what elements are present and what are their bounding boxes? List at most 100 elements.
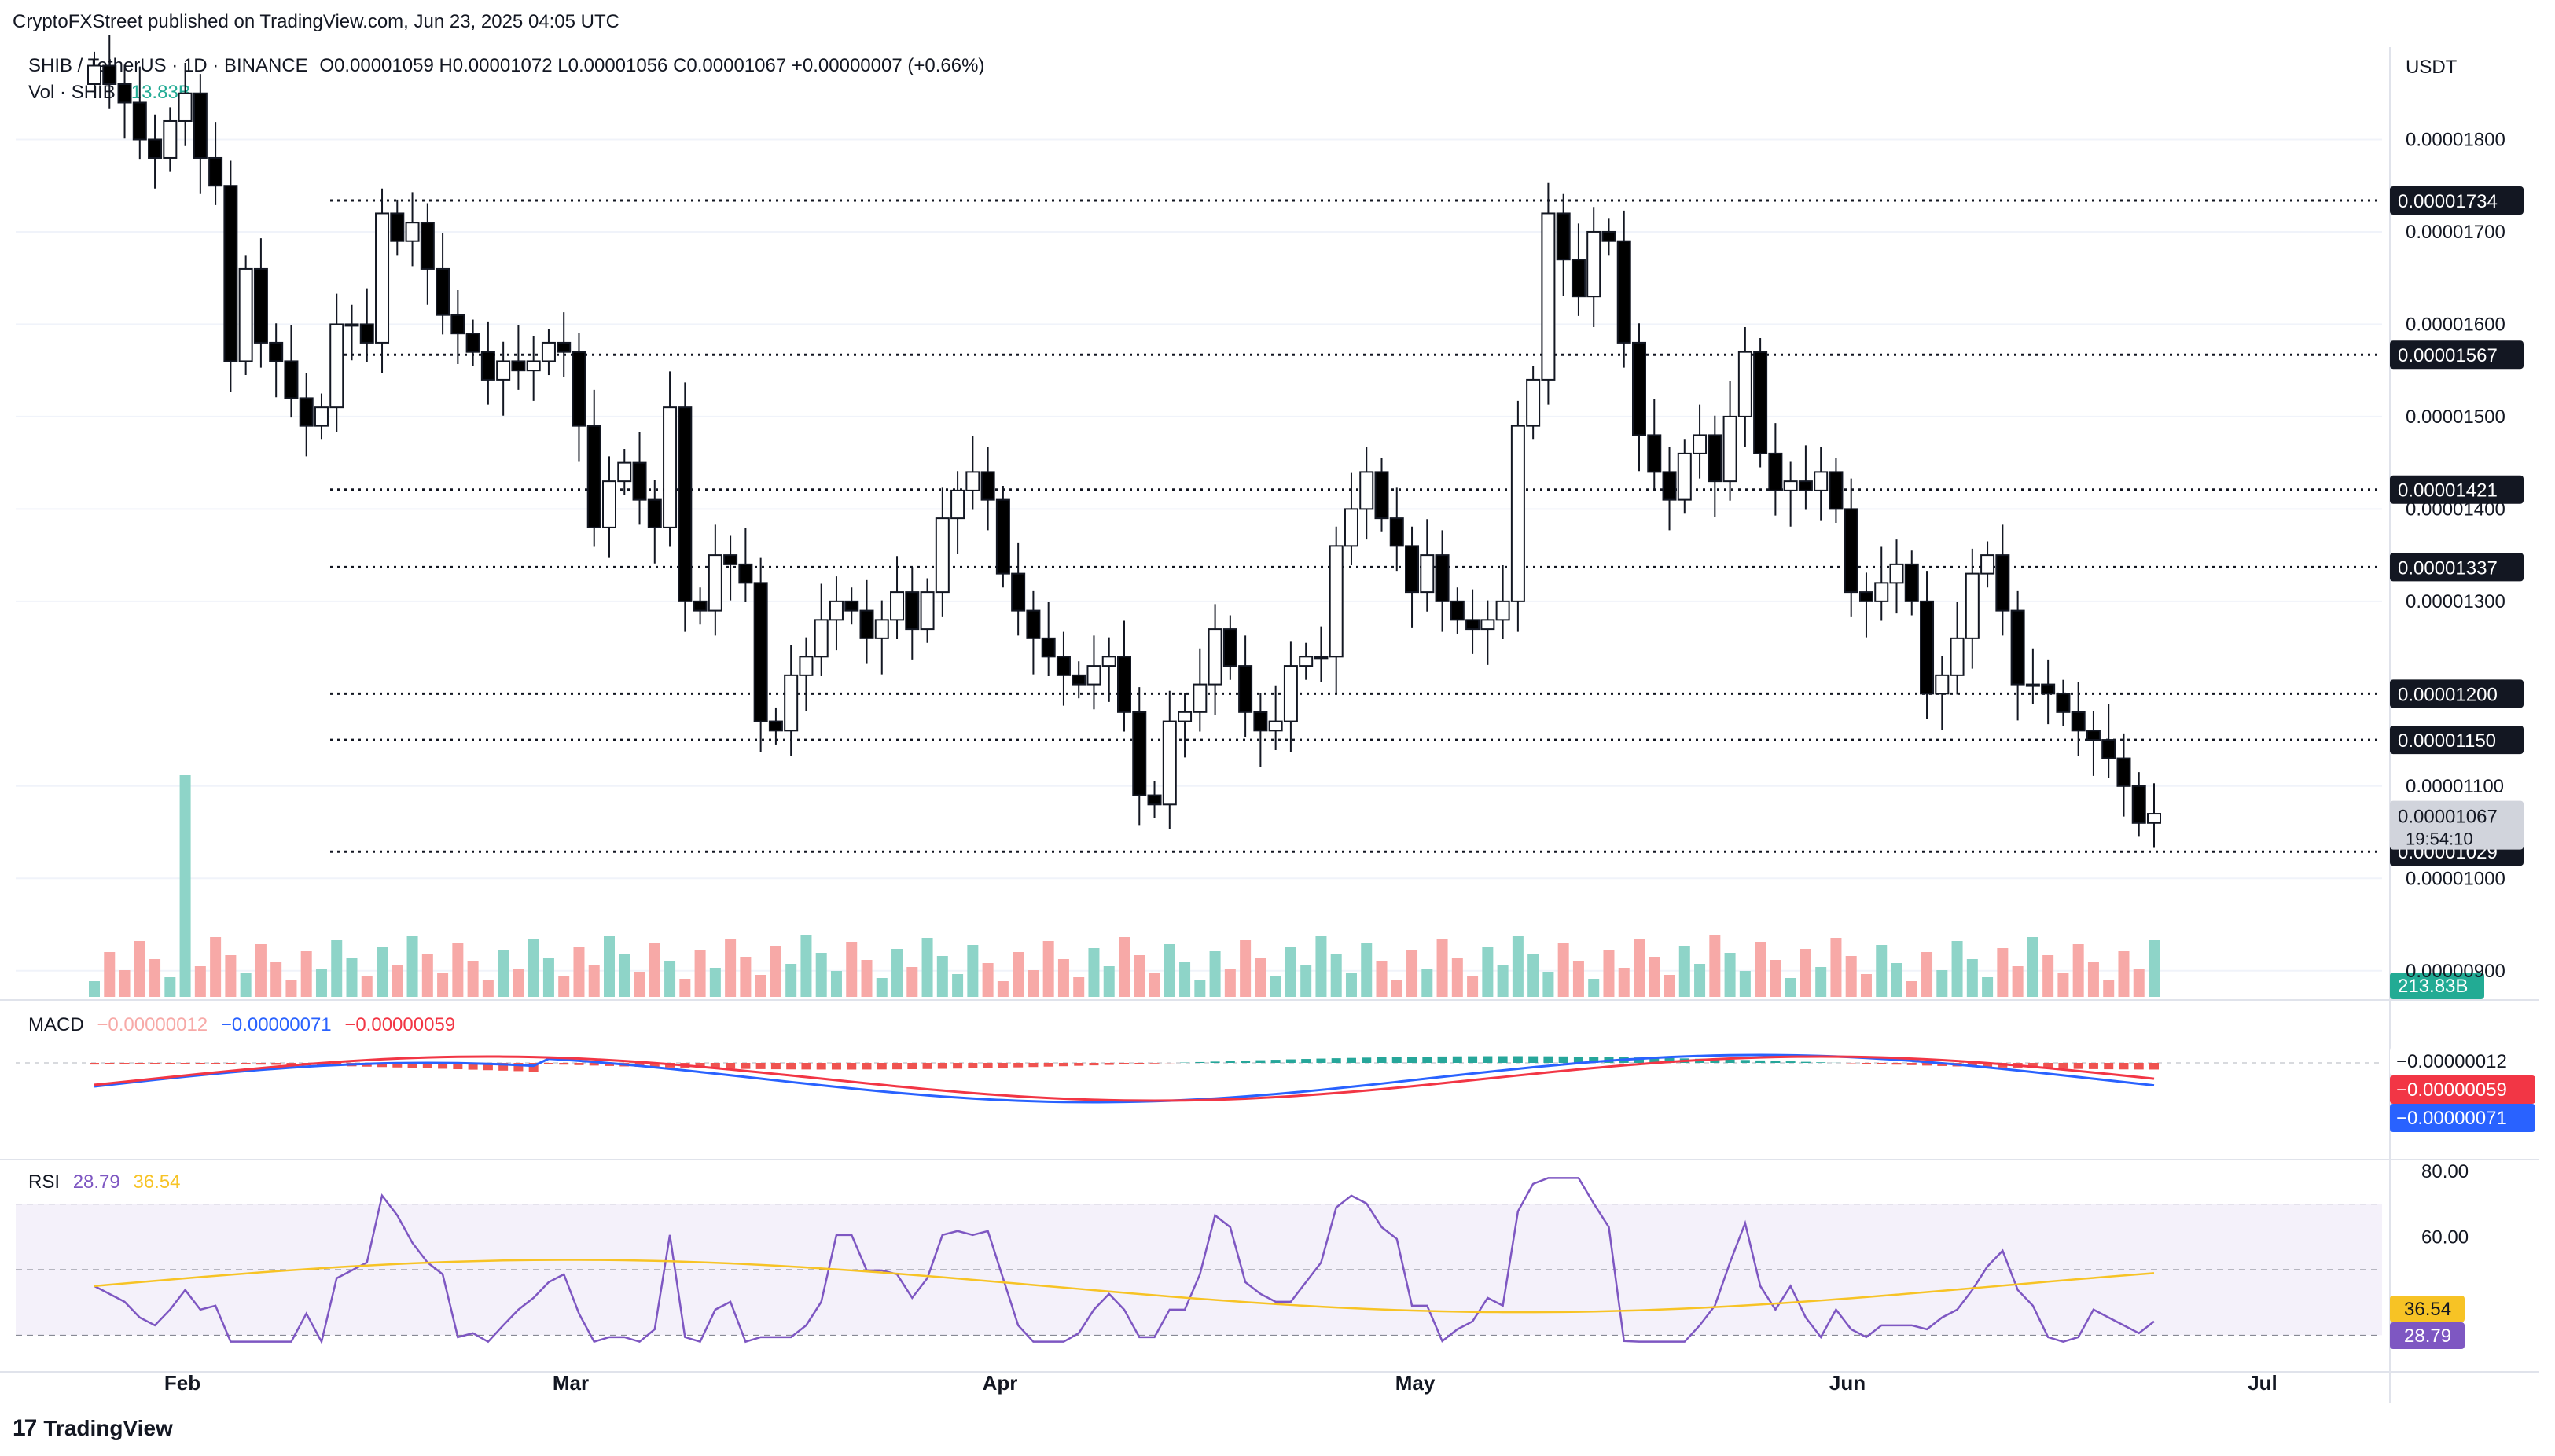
volume-bar bbox=[1891, 963, 1902, 997]
volume-bar bbox=[1330, 954, 1342, 997]
macd-hist-bar bbox=[2073, 1063, 2083, 1069]
macd-hist-bar bbox=[1301, 1059, 1311, 1063]
current-price-tag bbox=[2390, 800, 2524, 850]
volume-bar bbox=[982, 963, 994, 997]
macd-hist-bar bbox=[770, 1063, 781, 1070]
volume-bar bbox=[694, 950, 706, 997]
rsi-ma-value: 36.54 bbox=[133, 1171, 181, 1193]
candle-body bbox=[1208, 628, 1222, 686]
candle-body bbox=[117, 83, 132, 104]
volume-bar bbox=[1618, 968, 1630, 997]
volume-bar bbox=[346, 958, 358, 997]
candle-body bbox=[1495, 600, 1510, 621]
volume-bar bbox=[1739, 971, 1751, 997]
volume-bar bbox=[119, 970, 131, 997]
macd-hist-bar bbox=[2027, 1063, 2038, 1068]
macd-hist-bar bbox=[907, 1063, 917, 1070]
time-axis-label: Jul bbox=[2248, 1371, 2277, 1395]
candle-body bbox=[935, 517, 950, 594]
rsi-legend: RSI 28.79 36.54 bbox=[28, 1171, 180, 1193]
macd-hist-bar bbox=[1755, 1060, 1766, 1063]
currency-label[interactable]: USDT bbox=[2406, 57, 2458, 78]
candle-body bbox=[1299, 656, 1314, 667]
macd-hist-bar bbox=[605, 1063, 614, 1066]
candle-body bbox=[1011, 572, 1026, 612]
macd-hist-bar bbox=[1937, 1063, 1947, 1066]
price-axis-label: 0.00001500 bbox=[2406, 406, 2505, 428]
candle-body bbox=[511, 360, 526, 372]
macd-hist-bar bbox=[316, 1063, 326, 1066]
macd-hist-bar bbox=[1210, 1061, 1220, 1063]
volume-bar bbox=[1149, 973, 1160, 997]
macd-hist-bar bbox=[2134, 1063, 2144, 1070]
volume-bar bbox=[1603, 950, 1615, 997]
candle-body bbox=[1117, 656, 1131, 713]
volume-bar bbox=[558, 976, 570, 997]
macd-hist-bar bbox=[2119, 1063, 2129, 1070]
symbol-name[interactable]: SHIB / TetherUS · 1D · BINANCE bbox=[28, 55, 308, 76]
candle-body bbox=[1132, 711, 1147, 796]
candle-body bbox=[1359, 471, 1374, 510]
countdown-label: 19:54:10 bbox=[2406, 829, 2473, 849]
macd-hist-bar bbox=[1983, 1063, 1993, 1068]
macd-hist-bar bbox=[983, 1063, 993, 1068]
macd-hist-bar bbox=[1800, 1061, 1811, 1063]
volume-bar bbox=[1966, 959, 1978, 997]
candle-body bbox=[1541, 212, 1556, 381]
candle-body bbox=[1268, 720, 1283, 732]
macd-hist-bar bbox=[1740, 1060, 1750, 1063]
candle-body bbox=[541, 341, 556, 362]
macd-hist-bar bbox=[1877, 1063, 1887, 1064]
candle-body bbox=[1920, 600, 1935, 695]
candle-body bbox=[1571, 259, 1586, 298]
candle-body bbox=[436, 267, 450, 316]
volume-bar bbox=[1073, 977, 1085, 997]
rsi-tag-label: 36.54 bbox=[2404, 1299, 2451, 1320]
macd-hist-bar bbox=[468, 1063, 478, 1070]
candle-body bbox=[2041, 683, 2056, 695]
price-axis-label: 0.00001400 bbox=[2406, 498, 2505, 520]
volume-bar bbox=[785, 964, 797, 997]
macd-hist-bar bbox=[1437, 1056, 1447, 1063]
macd-hist-bar bbox=[195, 1063, 205, 1064]
candle-body bbox=[980, 471, 995, 501]
candle-body bbox=[572, 351, 586, 427]
time-axis-label: Apr bbox=[983, 1371, 1018, 1395]
volume-bar bbox=[1300, 965, 1312, 997]
macd-hist-bar bbox=[1664, 1057, 1675, 1063]
candle-body bbox=[1737, 351, 1752, 417]
time-axis-label: Feb bbox=[164, 1371, 200, 1395]
tradingview-footer[interactable]: 17 TradingView bbox=[13, 1415, 173, 1442]
volume-bar bbox=[846, 942, 858, 997]
macd-hist-bar bbox=[377, 1063, 388, 1068]
candle-body bbox=[708, 554, 722, 612]
volume-label: Vol · SHIB bbox=[28, 82, 116, 103]
macd-hist-bar bbox=[1241, 1061, 1251, 1063]
volume-bar bbox=[1649, 957, 1660, 997]
volume-bar bbox=[134, 941, 145, 997]
candle-body bbox=[329, 323, 344, 409]
volume-bar bbox=[1755, 942, 1766, 997]
level-tag-label: 0.00001567 bbox=[2398, 345, 2498, 366]
volume-bar bbox=[270, 962, 282, 997]
price-axis-label: 0.00001000 bbox=[2406, 868, 2505, 889]
candle-body bbox=[1753, 351, 1768, 454]
volume-bar bbox=[830, 971, 842, 997]
candle-body bbox=[1814, 471, 1829, 491]
volume-bar bbox=[906, 967, 918, 997]
candle-body bbox=[1041, 637, 1056, 658]
candle-body bbox=[480, 351, 495, 381]
volume-bar bbox=[815, 953, 827, 997]
candle-body bbox=[1586, 230, 1601, 298]
macd-hist-bar bbox=[1134, 1063, 1145, 1064]
macd-hist-bar bbox=[1785, 1061, 1796, 1063]
level-tag bbox=[2390, 340, 2524, 370]
level-tag-label: 0.00001337 bbox=[2398, 557, 2498, 579]
volume-bar bbox=[604, 936, 615, 997]
volume-bar bbox=[437, 973, 449, 997]
volume-bar bbox=[997, 981, 1009, 997]
macd-hist-bar bbox=[1649, 1057, 1660, 1063]
candle-body bbox=[1405, 545, 1420, 594]
volume-bar bbox=[1270, 976, 1281, 997]
